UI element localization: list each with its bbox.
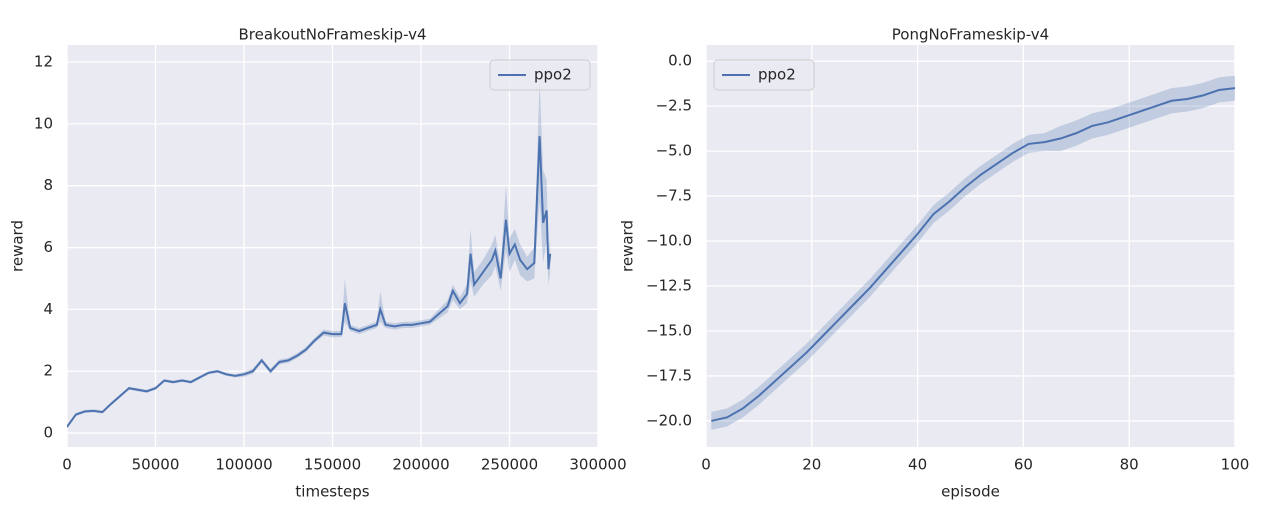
y-tick-label: −15.0 <box>646 321 692 339</box>
y-tick-label: −2.5 <box>656 97 692 115</box>
x-tick-label: 0 <box>62 456 72 474</box>
x-axis-label: episode <box>941 483 1000 501</box>
y-tick-label: 0.0 <box>668 52 692 70</box>
legend-label: ppo2 <box>534 66 572 84</box>
x-tick-label: 60 <box>1014 456 1033 474</box>
y-tick-label: −5.0 <box>656 142 692 160</box>
y-tick-label: 8 <box>43 176 53 194</box>
x-axis-label: timesteps <box>295 483 369 501</box>
x-tick-label: 0 <box>701 456 711 474</box>
y-tick-label: −20.0 <box>646 411 692 429</box>
y-tick-label: −12.5 <box>646 277 692 295</box>
y-tick-label: 4 <box>43 300 53 318</box>
x-tick-label: 40 <box>908 456 927 474</box>
y-tick-label: −7.5 <box>656 187 692 205</box>
x-tick-label: 50000 <box>132 456 180 474</box>
chart-title: BreakoutNoFrameskip-v4 <box>238 26 426 44</box>
plot-data <box>711 75 1235 430</box>
x-tick-label: 100000 <box>215 456 272 474</box>
x-tick-label: 100 <box>1221 456 1250 474</box>
x-tick-label: 200000 <box>392 456 449 474</box>
line <box>67 136 552 428</box>
x-tick-label: 150000 <box>304 456 361 474</box>
y-tick-label: −10.0 <box>646 232 692 250</box>
y-axis-label: reward <box>619 220 637 272</box>
x-tick-label: 250000 <box>481 456 538 474</box>
line <box>711 87 1235 422</box>
y-tick-label: 2 <box>43 362 53 380</box>
legend-box <box>489 59 591 91</box>
y-tick-label: 0 <box>43 424 53 442</box>
x-tick-label: 300000 <box>569 456 626 474</box>
x-tick-label: 20 <box>802 456 821 474</box>
confidence-band <box>711 75 1235 430</box>
y-tick-label: 10 <box>34 114 53 132</box>
x-tick-label: 80 <box>1120 456 1139 474</box>
y-axis-label: reward <box>9 220 27 272</box>
y-tick-label: 6 <box>43 238 53 256</box>
plot-background <box>706 45 1235 447</box>
legend-box <box>713 59 815 91</box>
chart-title: PongNoFrameskip-v4 <box>892 26 1049 44</box>
y-tick-label: −17.5 <box>646 366 692 384</box>
legend-label: ppo2 <box>758 66 796 84</box>
y-tick-label: 12 <box>34 53 53 71</box>
plot-data <box>67 80 552 429</box>
